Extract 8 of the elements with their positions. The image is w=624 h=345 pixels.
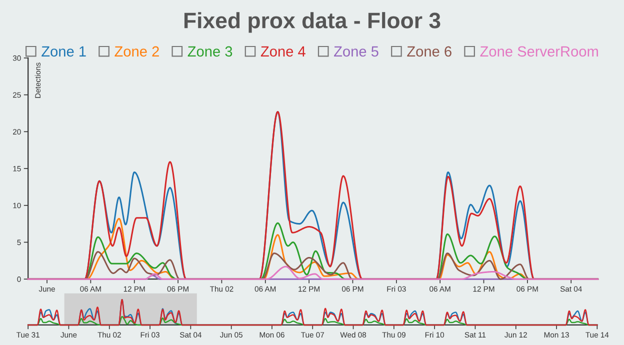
- chart-title: Fixed prox data - Floor 3: [184, 12, 440, 33]
- text: Zone 1: [42, 46, 86, 57]
- text: Zone 2: [114, 46, 159, 57]
- text: Zone 6: [407, 46, 452, 57]
- text: Zone ServerRoom: [480, 46, 598, 57]
- text: Zone 3: [188, 46, 232, 57]
- text: Zone 4: [260, 46, 306, 57]
- text: Zone 5: [334, 46, 378, 57]
